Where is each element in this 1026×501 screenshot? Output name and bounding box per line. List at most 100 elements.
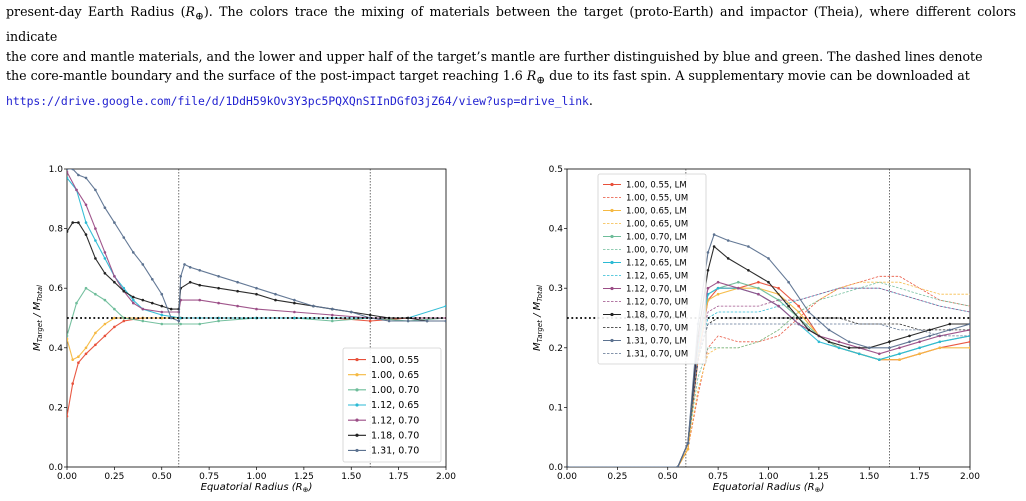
y-tick-label: 0.6 bbox=[49, 284, 64, 294]
data-point bbox=[868, 346, 871, 350]
legend-item: 1.00, 0.55, LM bbox=[603, 181, 687, 191]
data-point bbox=[857, 352, 861, 356]
caption-symbol: R bbox=[526, 68, 537, 84]
data-point bbox=[94, 292, 97, 296]
data-point bbox=[928, 328, 931, 332]
data-point bbox=[847, 346, 851, 350]
data-point bbox=[151, 278, 154, 281]
legend-label: 1.12, 0.65 bbox=[371, 400, 419, 411]
chart-panel-1: 0.00 0.25 0.50 0.75 1.00 1.25 1.50 1.75 2.00 0.0 0… bbox=[32, 165, 456, 494]
data-point bbox=[179, 316, 182, 320]
legend-item: 1.12, 0.70 bbox=[348, 415, 419, 426]
data-point bbox=[255, 307, 258, 311]
data-point bbox=[908, 334, 911, 338]
data-point bbox=[94, 188, 97, 192]
x-tick-label: 1.50 bbox=[341, 472, 361, 482]
data-point bbox=[113, 316, 116, 320]
data-point bbox=[122, 236, 126, 239]
data-point bbox=[179, 322, 182, 326]
data-point bbox=[122, 289, 126, 293]
data-point bbox=[368, 319, 372, 323]
y-tick-label: 0.8 bbox=[49, 225, 64, 235]
legend-box bbox=[597, 173, 707, 365]
data-point bbox=[103, 322, 107, 326]
data-point bbox=[77, 173, 80, 177]
legend-label: 1.00, 0.55, LM bbox=[626, 181, 687, 191]
legend-marker bbox=[355, 357, 359, 362]
data-point bbox=[113, 221, 116, 224]
caption-text: . bbox=[588, 93, 593, 109]
data-point bbox=[444, 304, 446, 308]
legend-label: 1.12, 0.65, LM bbox=[626, 259, 687, 269]
legend-label: 1.12, 0.70 bbox=[371, 415, 419, 426]
legend-item: 1.12, 0.65, LM bbox=[603, 259, 687, 269]
data-point bbox=[141, 298, 145, 302]
data-point bbox=[255, 286, 258, 290]
data-point bbox=[368, 313, 372, 317]
data-point bbox=[918, 340, 921, 344]
data-point bbox=[84, 203, 88, 207]
caption-text: ). The colors trace the mixing of materi… bbox=[6, 4, 1016, 45]
data-point bbox=[113, 280, 116, 284]
legend-label: 1.00, 0.55 bbox=[371, 355, 419, 366]
data-point bbox=[122, 319, 126, 323]
data-point bbox=[918, 352, 921, 356]
y-tick-label: 0.4 bbox=[549, 225, 564, 235]
data-point bbox=[847, 340, 851, 344]
data-point bbox=[767, 257, 770, 260]
figure-caption: present-day Earth Radius (R⊕). The color… bbox=[6, 2, 1016, 112]
legend-item: 1.31, 0.70, LM bbox=[603, 337, 687, 347]
data-point bbox=[103, 272, 107, 275]
data-point bbox=[67, 170, 69, 174]
data-point bbox=[737, 280, 740, 284]
y-tick-label: 1.0 bbox=[49, 165, 64, 175]
data-point bbox=[132, 295, 135, 299]
data-point bbox=[141, 307, 145, 311]
data-point bbox=[827, 328, 831, 332]
legend-label: 1.00, 0.70 bbox=[371, 385, 419, 396]
data-point bbox=[716, 280, 720, 284]
data-point bbox=[918, 346, 921, 350]
legend-label: 1.00, 0.65 bbox=[371, 370, 419, 381]
data-point bbox=[94, 343, 97, 347]
legend: 1.00, 0.55, LM 1.00, 0.55, UM 1.00, 0.65, … bbox=[597, 173, 707, 365]
series-line-3 bbox=[67, 287, 446, 337]
movie-link[interactable]: https://drive.google.com/file/d/1DdH59kO… bbox=[6, 94, 589, 109]
series-line-14 bbox=[567, 323, 970, 467]
data-point bbox=[331, 313, 334, 317]
data-point bbox=[274, 292, 277, 296]
caption-text: present-day Earth Radius ( bbox=[6, 4, 186, 19]
legend-item: 1.31, 0.70, UM bbox=[603, 350, 688, 360]
x-tick-label: 0.75 bbox=[708, 472, 728, 482]
data-point bbox=[217, 301, 220, 305]
legend-item: 1.18, 0.70 bbox=[348, 430, 419, 441]
data-point bbox=[103, 334, 107, 338]
data-point bbox=[712, 233, 716, 236]
legend-marker bbox=[610, 338, 614, 343]
data-point bbox=[716, 286, 720, 290]
caption-line-4: https://drive.google.com/file/d/1DdH59kO… bbox=[6, 91, 1016, 112]
data-point bbox=[706, 269, 710, 272]
caption-line-1: present-day Earth Radius (R⊕). The color… bbox=[6, 2, 1016, 47]
figure-panels: 0.00 0.25 0.50 0.75 1.00 1.25 1.50 1.75 2.000.00… bbox=[32, 165, 980, 494]
data-point bbox=[757, 292, 760, 296]
legend-item: 1.00, 0.70, UM bbox=[603, 246, 688, 256]
x-tick-label: 2.00 bbox=[436, 472, 456, 482]
data-point bbox=[160, 310, 164, 314]
data-point bbox=[217, 319, 220, 323]
legend-label: 1.12, 0.65, UM bbox=[626, 272, 688, 282]
x-tick-label: 1.50 bbox=[859, 472, 879, 482]
data-point bbox=[67, 337, 69, 341]
data-point bbox=[807, 310, 811, 314]
data-point bbox=[716, 292, 720, 296]
data-point bbox=[84, 221, 88, 224]
data-point bbox=[878, 358, 881, 361]
legend-item: 1.00, 0.65, UM bbox=[603, 220, 688, 230]
data-point bbox=[387, 319, 391, 323]
data-point bbox=[169, 307, 173, 311]
data-point bbox=[113, 307, 116, 311]
data-point bbox=[113, 275, 116, 278]
data-point bbox=[75, 301, 78, 305]
legend-marker bbox=[610, 260, 614, 265]
data-point bbox=[767, 280, 770, 284]
